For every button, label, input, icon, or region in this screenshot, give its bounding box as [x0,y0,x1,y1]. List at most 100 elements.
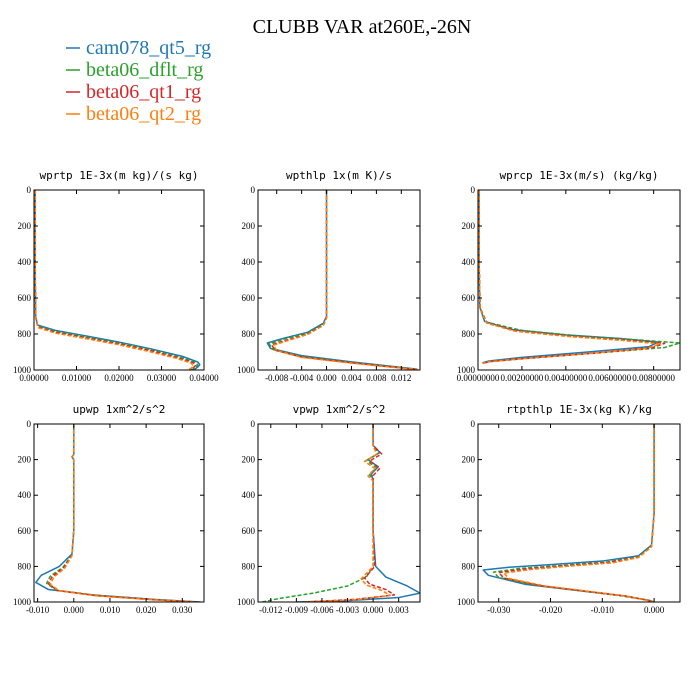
y-tick-label: 800 [18,329,32,339]
panel-rtpthlp: rtpthlp 1E-3x(kg K)/kg 0 200 400 600 800 1000 -… [457,403,681,615]
plot-frame [257,423,421,603]
y-tick-label: 600 [18,526,32,536]
x-tick-label: 0.00000000 [457,373,500,383]
y-tick-label: 1000 [13,365,32,375]
y-tick-label: 600 [462,526,476,536]
series-line [492,424,655,602]
legend-label: beta06_qt2_rg [86,103,201,125]
y-tick-label: 200 [462,455,476,465]
panel-title: wprcp 1E-3x(m/s) (kg/kg) [500,169,659,182]
y-tick-label: 400 [462,257,476,267]
y-tick-label: 200 [462,221,476,231]
y-tick-label: 400 [242,490,256,500]
x-tick-label: -0.010 [26,605,50,615]
y-tick-label: 1000 [13,597,32,607]
y-tick-label: 800 [242,561,256,571]
y-tick-label: 0 [251,185,256,195]
plot-frame [477,189,681,371]
x-tick-label: 0.02000 [104,373,134,383]
series-line [478,190,661,365]
series-line [497,424,655,602]
y-tick-label: 1000 [457,365,476,375]
x-tick-label: -0.020 [539,605,563,615]
y-tick-label: 800 [462,329,476,339]
series-line [268,190,418,370]
panel-wprcp: wprcp 1E-3x(m/s) (kg/kg) 0 200 400 600 800 100… [457,169,681,383]
legend-item: beta06_qt1_rg [66,81,201,103]
panel-title: wpthlp 1x(m K)/s [286,169,392,182]
y-tick-label: 600 [462,293,476,303]
series-line [503,424,655,602]
x-tick-label: 0.00800000 [632,373,675,383]
figure-title: CLUBB VAR at260E,-26N [253,16,472,38]
legend-label: cam078_qt5_rg [86,37,211,59]
x-tick-label: 0.012 [391,373,411,383]
y-tick-label: 800 [462,561,476,571]
x-tick-label: 0.008 [366,373,387,383]
y-tick-label: 800 [242,329,256,339]
x-tick-label: 0.010 [100,605,121,615]
x-tick-label: 0.000 [316,373,337,383]
panel-title: vpwp 1xm^2/s^2 [293,403,386,416]
legend-item: cam078_qt5_rg [66,37,211,59]
series-line [482,424,655,602]
x-tick-label: 0.03000 [147,373,177,383]
x-tick-label: 0.00600000 [588,373,631,383]
series-line [34,190,197,370]
x-tick-label: -0.006 [310,605,334,615]
y-tick-label: 200 [242,221,256,231]
y-tick-label: 400 [462,490,476,500]
x-tick-label: -0.004 [290,373,314,383]
plot-frame [33,423,205,603]
y-tick-label: 800 [18,561,32,571]
legend: cam078_qt5_rg beta06_dflt_rg beta06_qt1_… [66,37,211,125]
panel-wprtp: wprtp 1E-3x(m kg)/(s kg) 0 200 400 600 800 100… [13,169,219,383]
x-tick-label: 0.00400000 [544,373,587,383]
x-tick-label: 0.000 [363,605,384,615]
y-tick-label: 400 [242,257,256,267]
y-tick-label: 600 [242,293,256,303]
x-tick-label: 0.04000 [189,373,219,383]
x-tick-label: -0.009 [285,605,309,615]
y-tick-label: 0 [27,185,32,195]
y-tick-label: 200 [18,455,32,465]
y-tick-label: 0 [251,419,256,429]
y-tick-label: 600 [18,293,32,303]
x-tick-label: 0.01000 [62,373,92,383]
series-line [262,424,379,602]
x-tick-label: 0.004 [341,373,362,383]
panel-upwp: upwp 1xm^2/s^2 0 200 400 600 800 1000-0.010 0.0… [13,403,205,615]
panel-title: rtpthlp 1E-3x(kg K)/kg [506,403,652,416]
y-tick-label: 0 [471,185,476,195]
x-tick-label: 0.000 [644,605,665,615]
x-tick-label: -0.008 [265,373,289,383]
x-tick-label: 0.00200000 [501,373,544,383]
series-line [47,424,197,602]
panel-title: wprtp 1E-3x(m kg)/(s kg) [40,169,199,182]
x-tick-label: -0.012 [259,605,282,615]
x-tick-label: 0.020 [136,605,157,615]
series-line [478,190,666,365]
x-tick-label: -0.030 [487,605,511,615]
y-tick-label: 1000 [237,365,256,375]
series-line [270,190,418,370]
series-line [272,190,418,370]
series-line [34,190,195,370]
y-tick-label: 0 [471,419,476,429]
series-line [49,424,197,602]
plot-frame [477,423,681,603]
panel-title: upwp 1xm^2/s^2 [73,403,166,416]
y-tick-label: 200 [242,455,256,465]
series-line [304,424,396,602]
x-tick-label: 0.003 [389,605,410,615]
y-tick-label: 1000 [237,597,256,607]
x-tick-label: -0.003 [336,605,360,615]
legend-label: beta06_qt1_rg [86,81,201,103]
x-tick-label: -0.010 [591,605,615,615]
series-line [35,424,201,602]
x-tick-label: 0.00000 [19,373,49,383]
y-tick-label: 600 [242,526,256,536]
legend-item: beta06_qt2_rg [66,103,201,125]
